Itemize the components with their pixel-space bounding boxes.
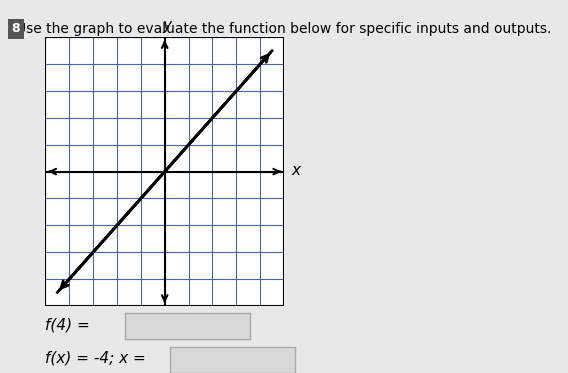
Text: f(4) =: f(4) = [45, 317, 90, 332]
Text: y: y [162, 18, 172, 33]
Text: 8: 8 [11, 22, 20, 35]
Text: Use the graph to evaluate the function below for specific inputs and outputs.: Use the graph to evaluate the function b… [16, 22, 552, 37]
Text: f(x) = -4; x =: f(x) = -4; x = [45, 351, 146, 366]
Text: x: x [291, 163, 300, 178]
